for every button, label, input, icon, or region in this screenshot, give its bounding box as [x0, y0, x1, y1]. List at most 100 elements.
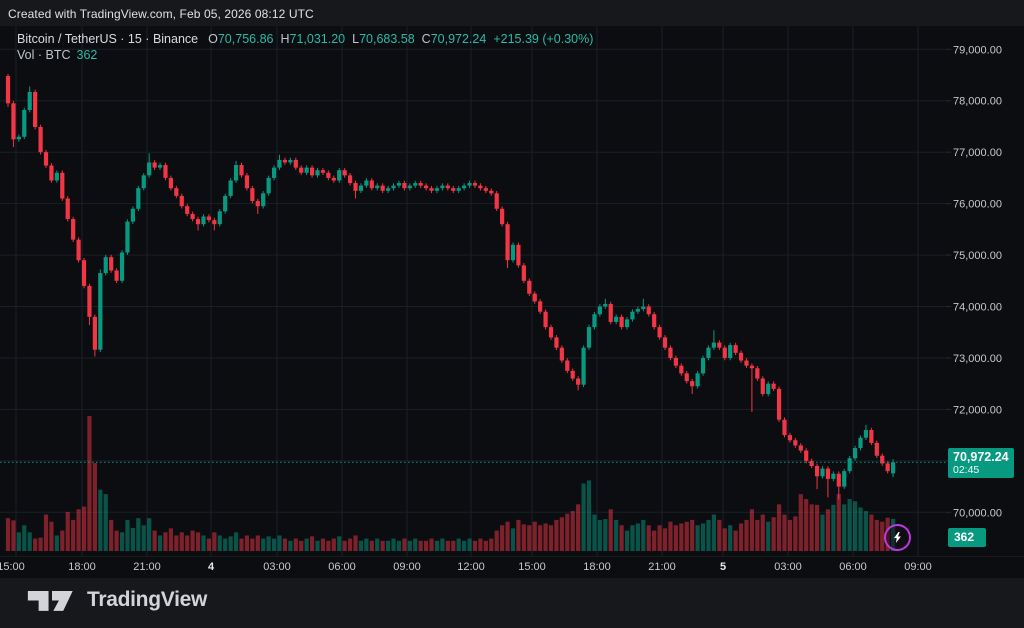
volume-bar [500, 525, 505, 551]
candle [722, 347, 727, 358]
candle [228, 180, 233, 196]
time-tick-label: 15:00 [0, 561, 25, 573]
volume-bar [282, 538, 288, 551]
volume-bar [662, 528, 668, 551]
volume-bar [299, 540, 304, 551]
volume-bar [738, 523, 744, 551]
candle [353, 183, 358, 191]
candle [554, 337, 559, 348]
volume-bar [174, 535, 179, 551]
candle [462, 185, 467, 189]
volume-bar [5, 518, 11, 551]
volume-bar [103, 494, 108, 551]
volume-bar [277, 535, 282, 551]
volume-bar [472, 540, 478, 551]
candle [494, 193, 499, 209]
candle [787, 435, 793, 441]
candle [380, 185, 385, 191]
volume-bar [223, 538, 228, 551]
volume-bar [119, 532, 125, 551]
candle [619, 316, 624, 328]
price-tick-label: 70,000.00 [953, 507, 1002, 519]
candle [54, 172, 59, 181]
candle [489, 190, 494, 194]
volume-bar [852, 501, 858, 551]
candle [581, 347, 586, 385]
candle [424, 185, 429, 189]
volume-bar [185, 535, 190, 551]
volume-bar [532, 521, 537, 551]
candle [532, 293, 537, 302]
candle [407, 185, 412, 189]
volume-bar [494, 530, 499, 551]
candle [206, 216, 212, 221]
candle [293, 159, 298, 168]
candle [92, 316, 97, 350]
volume-bar [483, 540, 488, 551]
volume-bar [554, 519, 559, 551]
volume-bar [11, 520, 16, 551]
legend-volume-row: Vol · BTC 362 [17, 47, 593, 63]
volume-bar [364, 538, 369, 551]
volume-bar [65, 511, 70, 551]
tradingview-logo[interactable]: TradingView [27, 586, 207, 614]
volume-bar [271, 538, 277, 551]
volume-bar [624, 530, 630, 551]
volume-bar [548, 525, 554, 551]
candle [244, 175, 250, 189]
volume-bar [711, 514, 716, 551]
volume-bar [130, 527, 135, 551]
candle [174, 188, 179, 196]
volume-bar [413, 538, 418, 551]
time-tick-label: 03:00 [774, 561, 802, 573]
volume-bar [190, 530, 195, 551]
volume-bar [858, 507, 863, 551]
volume-bar [16, 532, 21, 551]
candle [890, 462, 896, 474]
volume-bar [516, 519, 521, 551]
candle [662, 337, 668, 348]
candle [565, 360, 570, 371]
candle [744, 360, 749, 366]
candle [467, 183, 472, 186]
candle [836, 473, 841, 487]
candle [597, 306, 602, 315]
volume-bar [793, 516, 798, 551]
instant-trading-button[interactable] [884, 524, 911, 551]
volume-bar [570, 511, 575, 551]
candle [472, 183, 478, 186]
volume-bar [728, 525, 733, 551]
price-tick-label: 78,000.00 [953, 96, 1002, 108]
volume-bar [467, 538, 472, 551]
volume-bar [293, 538, 298, 551]
candle [760, 378, 765, 394]
candle [369, 180, 374, 189]
candle [782, 419, 787, 436]
candle [776, 388, 782, 420]
candle [630, 311, 635, 320]
candle [299, 167, 304, 173]
volume-bar [331, 538, 336, 551]
volume-bar [445, 540, 450, 551]
high-value: 71,031.20 [289, 32, 346, 46]
volume-bar [565, 513, 570, 551]
candle [386, 188, 391, 191]
price-tick-label: 77,000.00 [953, 147, 1002, 159]
volume-bar [543, 523, 548, 551]
volume-bar [706, 519, 711, 551]
candle [282, 159, 288, 163]
volume-bar [141, 525, 146, 551]
last-price-badge: 70,972.24 02:45 [948, 448, 1014, 478]
volume-bar [326, 540, 331, 551]
candle [87, 285, 92, 317]
symbol-title[interactable]: Bitcoin / TetherUS · 15 · Binance [17, 32, 199, 46]
candle [49, 165, 54, 181]
volume-bar [814, 504, 820, 551]
volume-bar [33, 538, 38, 551]
volume-bar [880, 521, 885, 551]
candle [5, 76, 11, 104]
candle [863, 429, 869, 438]
candle [733, 345, 738, 353]
